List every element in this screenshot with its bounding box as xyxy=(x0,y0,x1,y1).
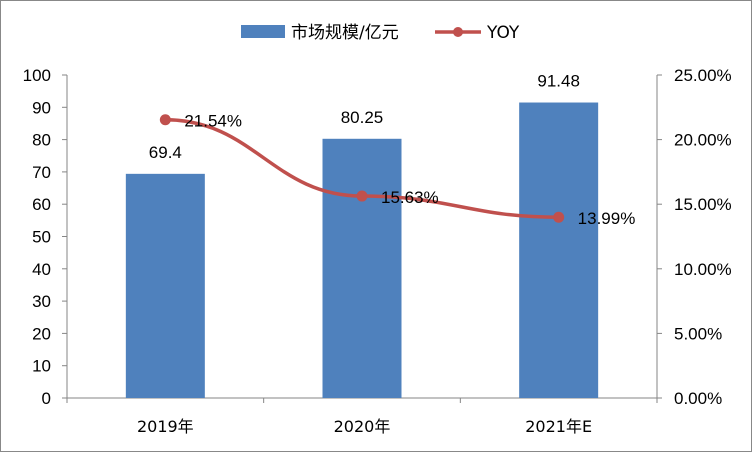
left-tick-label: 0 xyxy=(42,389,51,408)
yoy-line xyxy=(159,114,565,223)
left-tick-label: 30 xyxy=(32,292,51,311)
bar xyxy=(322,138,402,399)
x-tick-label: 2019年 xyxy=(137,417,194,436)
x-tick-label: 2021年E xyxy=(525,417,592,436)
yoy-point xyxy=(159,114,171,126)
axes: 0 10 20 30 40 50 60 70 80 90 100 0.00% 5.00% 10.00% 15… xyxy=(23,66,732,436)
left-tick-label: 90 xyxy=(32,98,51,117)
legend-swatch-marker xyxy=(453,27,463,37)
x-tick-label: 2020年 xyxy=(334,417,391,436)
left-tick-label: 50 xyxy=(32,228,51,247)
legend-label-line: YOY xyxy=(486,23,520,43)
data-labels: 69.4 80.25 91.48 21.54% 15.63% 13.99% xyxy=(149,72,636,229)
bar-value-label: 80.25 xyxy=(341,108,384,127)
bar-value-label: 91.48 xyxy=(537,72,580,91)
left-tick-label: 60 xyxy=(32,195,51,214)
right-tick-label: 0.00% xyxy=(674,389,722,408)
yoy-value-label: 15.63% xyxy=(381,188,439,207)
left-tick-label: 10 xyxy=(32,357,51,376)
bar-value-label: 69.4 xyxy=(149,143,182,162)
legend-swatch-bar xyxy=(241,25,285,38)
left-tick-label: 40 xyxy=(32,260,51,279)
right-tick-label: 25.00% xyxy=(674,66,732,85)
bars xyxy=(125,102,599,399)
left-tick-label: 70 xyxy=(32,163,51,182)
legend: 市场规模/亿元 YOY xyxy=(241,23,520,43)
left-tick-label: 100 xyxy=(23,66,51,85)
bar xyxy=(519,102,599,399)
right-tick-label: 5.00% xyxy=(674,324,722,343)
bar xyxy=(125,173,205,398)
yoy-value-label: 13.99% xyxy=(578,209,636,228)
yoy-point xyxy=(553,211,565,223)
legend-label-bar: 市场规模/亿元 xyxy=(291,23,399,43)
left-tick-label: 20 xyxy=(32,324,51,343)
yoy-value-label: 21.54% xyxy=(184,112,242,131)
yoy-point xyxy=(356,190,368,202)
right-tick-label: 10.00% xyxy=(674,260,732,279)
right-tick-label: 15.00% xyxy=(674,195,732,214)
left-tick-label: 80 xyxy=(32,131,51,150)
right-tick-label: 20.00% xyxy=(674,131,732,150)
